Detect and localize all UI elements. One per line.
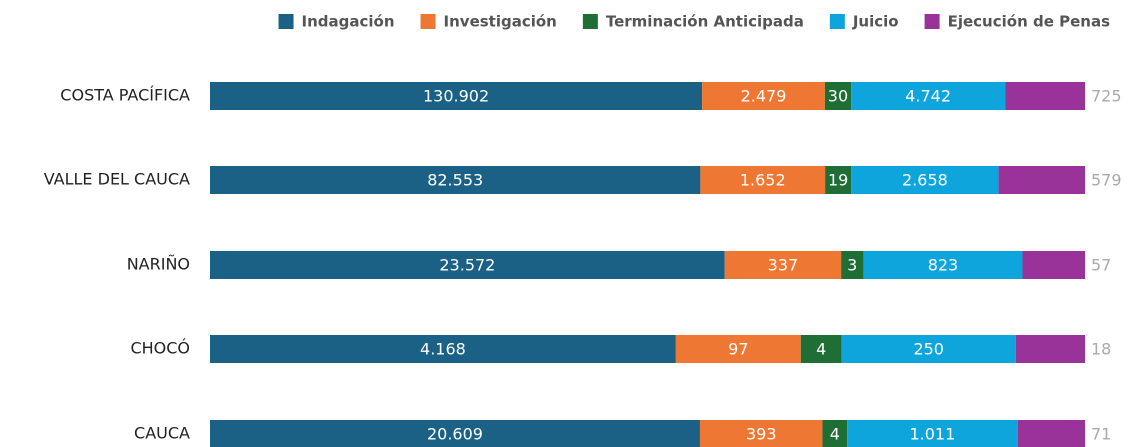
- bar-segment: [841, 251, 864, 279]
- bar-segment: [1015, 335, 1085, 363]
- value-label: 393: [746, 425, 777, 444]
- bar-segment: [702, 82, 825, 110]
- value-label: 823: [928, 256, 959, 275]
- value-label: 18: [1091, 340, 1111, 359]
- legend-label: Ejecución de Penas: [948, 13, 1110, 31]
- legend-label: Juicio: [852, 13, 899, 31]
- value-label: 19: [828, 171, 848, 190]
- legend: Indagación Investigación Terminación Antic…: [278, 13, 1110, 31]
- value-label: 579: [1091, 171, 1122, 190]
- bar-segment: [210, 82, 703, 110]
- value-label: 1.011: [909, 425, 955, 444]
- value-label: 130.902: [423, 87, 489, 106]
- legend-swatch: [924, 14, 940, 29]
- value-label: 4.742: [905, 87, 951, 106]
- value-label: 57: [1091, 256, 1111, 275]
- bar-segment: [210, 166, 701, 194]
- value-label: 4: [830, 425, 840, 444]
- legend-swatch: [582, 14, 598, 29]
- bar-segment: [824, 82, 852, 110]
- bar-segment: [700, 166, 826, 194]
- value-label: 4: [816, 340, 826, 359]
- bar-segment: [210, 335, 676, 363]
- legend-swatch: [278, 14, 294, 29]
- legend-label: Terminación Anticipada: [606, 13, 804, 31]
- bar-segment: [1022, 251, 1085, 279]
- bar-segment: [847, 420, 1018, 447]
- value-label: 30: [828, 87, 848, 106]
- bar-segment: [851, 166, 999, 194]
- value-label: 1.652: [740, 171, 786, 190]
- value-label: 23.572: [439, 256, 495, 275]
- bar-segment: [210, 420, 700, 447]
- bar-segment: [825, 166, 852, 194]
- value-label: 250: [913, 340, 944, 359]
- bar-segment: [800, 335, 842, 363]
- legend-label: Indagación: [302, 13, 395, 31]
- value-label: 3: [847, 256, 857, 275]
- bar-segment: [1005, 82, 1085, 110]
- category-label: NARIÑO: [127, 255, 190, 274]
- value-label: 2.658: [902, 171, 948, 190]
- bar-segment: [724, 251, 842, 279]
- bar-segment: [1017, 420, 1085, 447]
- bar-segment: [822, 420, 848, 447]
- bar-segment: [998, 166, 1085, 194]
- legend-swatch: [829, 14, 845, 29]
- legend-label: Investigación: [444, 13, 557, 31]
- value-label: 2.479: [741, 87, 787, 106]
- legend-swatch: [420, 14, 436, 29]
- value-label: 82.553: [427, 171, 483, 190]
- category-label: COSTA PACÍFICA: [60, 86, 190, 105]
- value-label: 725: [1091, 87, 1122, 106]
- value-label: 97: [728, 340, 748, 359]
- value-label: 337: [768, 256, 799, 275]
- category-label: CAUCA: [134, 424, 190, 443]
- value-label: 71: [1091, 425, 1111, 444]
- bar-segment: [699, 420, 823, 447]
- bar-segment: [210, 251, 725, 279]
- category-label: VALLE DEL CAUCA: [44, 170, 190, 189]
- value-label: 4.168: [420, 340, 466, 359]
- bar-segment: [863, 251, 1023, 279]
- bar-segment: [675, 335, 801, 363]
- bar-segment: [841, 335, 1016, 363]
- bar-segment: [851, 82, 1006, 110]
- category-label: CHOCÓ: [130, 339, 190, 358]
- value-label: 20.609: [427, 425, 483, 444]
